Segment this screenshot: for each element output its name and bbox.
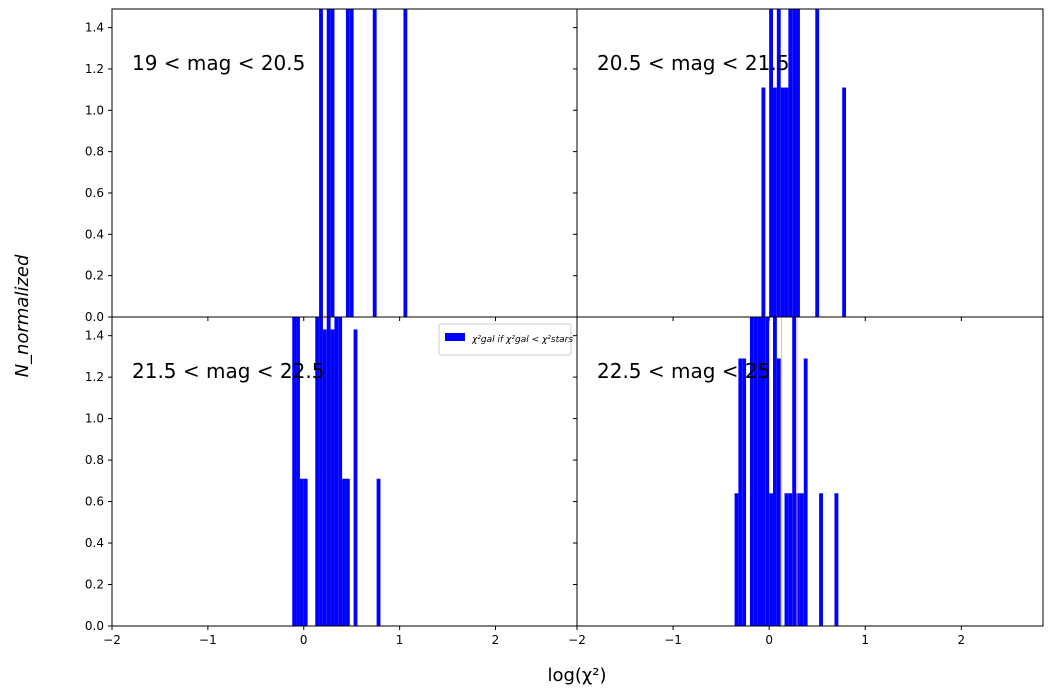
histogram-bar [769, 9, 774, 317]
histogram-bar [742, 358, 747, 626]
panel-magnitude-label: 20.5 < mag < 21.5 [597, 51, 789, 75]
y-tick-label: 0.0 [85, 310, 104, 324]
histogram-bar [319, 9, 323, 317]
histogram-bar [784, 493, 789, 626]
histogram-bar [345, 478, 350, 626]
histogram-bar [792, 9, 797, 317]
y-tick-label: 0.4 [85, 536, 104, 550]
x-tick-label: 0 [765, 633, 773, 647]
y-tick-label: 0.8 [85, 145, 104, 159]
x-tick-label: −1 [199, 633, 217, 647]
histogram-bar [345, 9, 350, 317]
y-tick-label: 1.4 [85, 21, 104, 35]
histogram-bar [326, 317, 331, 626]
y-axis-label: N_normalized [12, 254, 33, 377]
panel-magnitude-label: 22.5 < mag < 25 [597, 359, 770, 383]
histogram-bar [761, 317, 766, 626]
legend-swatch [445, 333, 465, 341]
histogram-bar [773, 87, 777, 317]
histogram-bar [834, 493, 839, 626]
x-tick-label: −2 [103, 633, 121, 647]
panel-2: 20.5 < mag < 21.5 [573, 8, 1044, 321]
histogram-bar [819, 493, 823, 626]
y-tick-label: 1.0 [85, 412, 104, 426]
histogram-bar [757, 317, 762, 626]
x-tick-label: 2 [492, 633, 500, 647]
panel-magnitude-label: 19 < mag < 20.5 [132, 51, 305, 75]
histogram-bar [326, 9, 331, 317]
histogram-bar [322, 329, 327, 626]
legend: χ²gal if χ²gal < χ²stars [438, 323, 573, 356]
panel-3: 0.0 0.2 0.4 0.6 0.8 1.0 1.2 1.4 −2 −1 0 1 2 21.5 < ma… [85, 316, 578, 647]
histogram-bar [761, 87, 766, 317]
histogram-bar [799, 493, 804, 626]
x-tick-label: −1 [664, 633, 682, 647]
histogram-bar [303, 478, 308, 626]
y-tick-label: 0.2 [85, 578, 104, 592]
histogram-bar [784, 87, 789, 317]
x-axis-label: log(χ²) [547, 665, 606, 686]
y-tick-label: 0.8 [85, 453, 104, 467]
histogram-bar [842, 87, 847, 317]
histogram-bar [372, 9, 377, 317]
histogram-bar [803, 358, 808, 626]
y-tick-label: 0.4 [85, 227, 104, 241]
legend-box [438, 323, 572, 356]
panel-magnitude-label: 21.5 < mag < 22.5 [132, 359, 324, 383]
histogram-bar [315, 317, 320, 626]
histogram-bar [776, 9, 781, 317]
histogram-bar [738, 358, 743, 626]
histogram-bar [753, 317, 758, 626]
histogram-bar [299, 478, 304, 626]
histogram-bar [292, 317, 297, 626]
histogram-bar [349, 9, 354, 317]
histogram-bar [749, 317, 754, 626]
x-tick-label: 2 [958, 633, 966, 647]
y-tick-label: 0.2 [85, 269, 104, 283]
x-tick-label: 0 [300, 633, 308, 647]
histogram-bar [403, 9, 408, 317]
histogram-bar [330, 9, 335, 317]
x-tick-label: 1 [396, 633, 404, 647]
histogram-bar [342, 478, 346, 626]
y-tick-label: 0.6 [85, 186, 104, 200]
x-tick-label: −2 [568, 633, 586, 647]
histogram-bar [319, 317, 323, 626]
panel-frame [576, 316, 1044, 627]
panel-4: −2 −1 0 1 2 22.5 < mag < 25 [568, 316, 1044, 647]
histogram-bar [776, 358, 781, 626]
histogram-bar [773, 317, 777, 626]
histogram-bar [296, 317, 300, 626]
histogram-bar [780, 87, 785, 317]
histogram-bar [788, 9, 793, 317]
histogram-bar [796, 493, 800, 626]
histogram-bar [815, 9, 820, 317]
x-tick-label: 1 [861, 633, 869, 647]
legend-entry: χ²gal if χ²gal < χ²stars [471, 335, 573, 345]
histogram-bar [792, 317, 797, 626]
y-tick-label: 1.0 [85, 103, 104, 117]
histogram-bar [769, 493, 774, 626]
histogram-bar [334, 317, 339, 626]
panels: 0.0 0.2 0.4 0.6 0.8 1.0 1.2 1.4 19 < mag < 20.5 2… [85, 8, 1044, 647]
histogram-bar [353, 329, 358, 626]
y-tick-label: 1.2 [85, 62, 104, 76]
y-tick-label: 0.0 [85, 619, 104, 633]
panel-1: 0.0 0.2 0.4 0.6 0.8 1.0 1.2 1.4 19 < mag < 20.5 [85, 8, 578, 324]
histogram-bar [788, 493, 793, 626]
histogram-bar [330, 329, 335, 626]
y-tick-label: 1.2 [85, 370, 104, 384]
histogram-bar [338, 317, 343, 626]
histogram-bar [734, 493, 739, 626]
y-tick-label: 0.6 [85, 495, 104, 509]
y-tick-label: 1.4 [85, 329, 104, 343]
histogram-bar [765, 317, 770, 626]
histogram-bar [376, 478, 381, 626]
histogram-bar [796, 9, 800, 317]
